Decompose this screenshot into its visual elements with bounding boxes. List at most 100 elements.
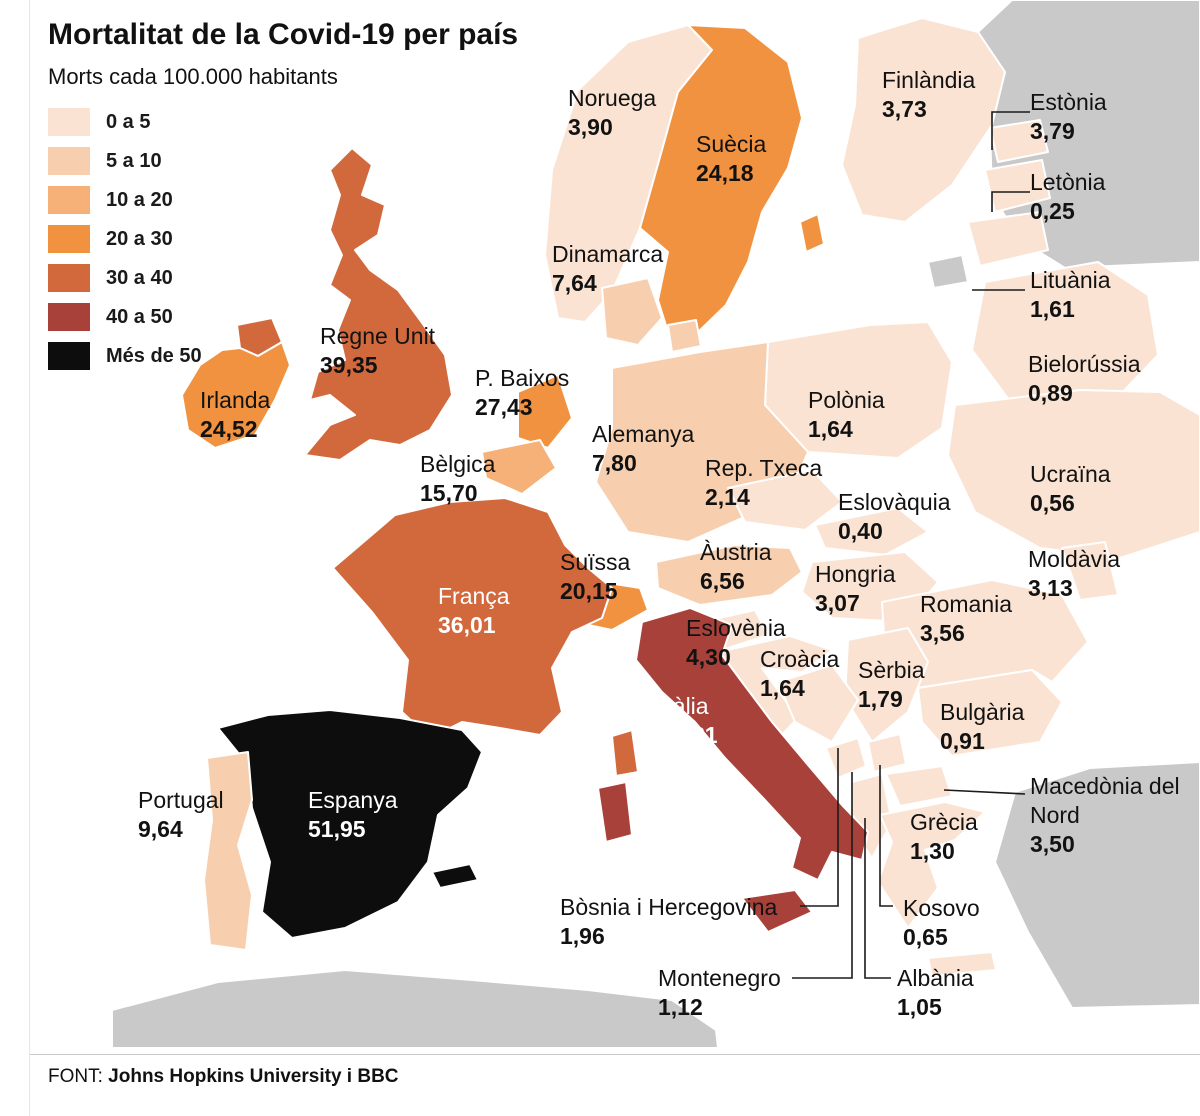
region-gotland: [799, 213, 825, 253]
label-alemanya: Alemanya 7,80: [592, 421, 695, 476]
label-rep-txeca: Rep. Txeca 2,14: [705, 455, 823, 510]
legend: 0 a 5 5 a 10 10 a 20 20 a 30 30 a 40 40 …: [48, 108, 518, 370]
region-paisos-baixos: [517, 374, 573, 449]
footer: FONT: Johns Hopkins University i BBC: [48, 1066, 399, 1088]
region-regne-unit: [304, 147, 453, 461]
label-bulgaria: Bulgària 0,91: [940, 699, 1025, 754]
label-portugal: Portugal 9,64: [138, 787, 224, 842]
region-turquia: [994, 761, 1200, 1009]
legend-swatch-5-10: [48, 147, 90, 175]
legend-swatch-0-5: [48, 108, 90, 136]
region-irlanda: [181, 341, 291, 449]
label-bielorussia: Bielorússia 0,89: [1028, 351, 1141, 406]
legend-label-30-40: 30 a 40: [106, 266, 173, 289]
region-ucraina: [947, 389, 1200, 559]
label-macedonia-del-nord: Macedònia del Nord 3,50: [1030, 773, 1180, 857]
label-grecia: Grècia 1,30: [910, 809, 978, 864]
label-polonia: Polònia 1,64: [808, 387, 885, 442]
region-eslovaquia: [814, 507, 929, 556]
region-lituania: [967, 211, 1049, 267]
legend-swatch-40-50: [48, 303, 90, 331]
region-espanya: [217, 709, 483, 939]
leader-albania: [864, 818, 891, 979]
label-kosovo: Kosovo 0,65: [903, 895, 980, 950]
region-balears: [431, 863, 479, 889]
region-bielorussia: [971, 261, 1159, 409]
legend-label-mes-de-50: Més de 50: [106, 344, 202, 367]
legend-label-40-50: 40 a 50: [106, 305, 173, 328]
region-grecia: [877, 801, 986, 929]
label-noruega: Noruega 3,90: [568, 85, 657, 140]
label-suecia: Suècia 24,18: [696, 131, 767, 186]
label-serbia: Sèrbia 1,79: [858, 657, 925, 712]
region-dinamarca: [601, 277, 663, 346]
region-macedonia: [885, 765, 953, 807]
region-moldavia: [1061, 541, 1119, 601]
label-ucraina: Ucraïna 0,56: [1030, 461, 1111, 516]
region-kaliningrad: [927, 254, 969, 289]
left-column-rule: [29, 0, 30, 1116]
page-subtitle: Morts cada 100.000 habitants: [48, 64, 338, 89]
footer-label: FONT:: [48, 1066, 103, 1087]
region-bulgaria: [917, 669, 1063, 757]
label-dinamarca: Dinamarca 7,64: [552, 241, 664, 296]
legend-row-5-10: 5 a 10: [48, 147, 518, 175]
label-moldavia: Moldàvia 3,13: [1028, 546, 1121, 601]
label-irlanda: Irlanda 24,52: [200, 387, 271, 442]
legend-row-20-30: 20 a 30: [48, 225, 518, 253]
label-espanya: Espanya 51,95: [308, 787, 398, 842]
page-title: Mortalitat de la Covid-19 per país: [48, 18, 519, 51]
legend-row-mes-de-50: Més de 50: [48, 342, 518, 370]
region-franca: [332, 497, 613, 739]
region-estonia: [989, 119, 1049, 163]
region-belgica: [481, 439, 557, 495]
region-sicilia: [741, 889, 813, 933]
region-nord-africa: [111, 969, 719, 1049]
label-suissa: Suïssa 20,15: [560, 549, 631, 604]
region-rep-txeca: [727, 469, 843, 531]
label-austria: Àustria 6,56: [700, 539, 772, 594]
label-franca: França 36,01: [438, 583, 510, 638]
region-bosnia: [777, 664, 859, 743]
leader-letonia: [991, 191, 1030, 212]
label-croacia: Croàcia 1,64: [760, 646, 840, 701]
leader-kosovo: [879, 765, 893, 907]
label-italia: Itàlia 45,81: [660, 693, 718, 748]
leader-bosnia: [800, 748, 839, 907]
footer-divider: [30, 1054, 1200, 1055]
label-p-baixos: P. Baixos 27,43: [475, 365, 570, 420]
region-dinamarca-illa: [667, 319, 702, 353]
legend-row-30-40: 30 a 40: [48, 264, 518, 292]
legend-swatch-30-40: [48, 264, 90, 292]
region-austria: [655, 544, 803, 606]
region-sardenya: [597, 781, 633, 843]
label-eslovenia: Eslovènia 4,30: [686, 615, 786, 670]
label-letonia: Letònia 0,25: [1030, 169, 1106, 224]
leader-estonia: [991, 111, 1030, 150]
legend-swatch-mes-de-50: [48, 342, 90, 370]
label-eslovaquia: Eslovàquia 0,40: [838, 489, 951, 544]
region-portugal: [203, 751, 253, 951]
label-albania: Albània 1,05: [897, 965, 974, 1020]
region-kosovo: [867, 733, 907, 773]
leader-macedonia: [943, 789, 1026, 795]
label-estonia: Estònia 3,79: [1030, 89, 1107, 144]
legend-row-10-20: 10 a 20: [48, 186, 518, 214]
region-finlandia: [841, 17, 1006, 223]
legend-label-20-30: 20 a 30: [106, 227, 173, 250]
label-belgica: Bèlgica 15,70: [420, 451, 496, 506]
label-montenegro: Montenegro 1,12: [658, 965, 781, 1020]
legend-swatch-20-30: [48, 225, 90, 253]
label-bosnia: Bòsnia i Hercegovina 1,96: [560, 894, 778, 949]
label-finlandia: Finlàndia 3,73: [882, 67, 976, 122]
label-romania: Romania 3,56: [920, 591, 1013, 646]
footer-source: Johns Hopkins University i BBC: [108, 1066, 399, 1087]
region-corsega: [611, 729, 639, 777]
region-italia: [635, 607, 869, 881]
label-regne-unit: Regne Unit 39,35: [320, 323, 436, 378]
label-lituania: Lituània 1,61: [1030, 267, 1111, 322]
label-hongria: Hongria 3,07: [815, 561, 896, 616]
legend-row-40-50: 40 a 50: [48, 303, 518, 331]
